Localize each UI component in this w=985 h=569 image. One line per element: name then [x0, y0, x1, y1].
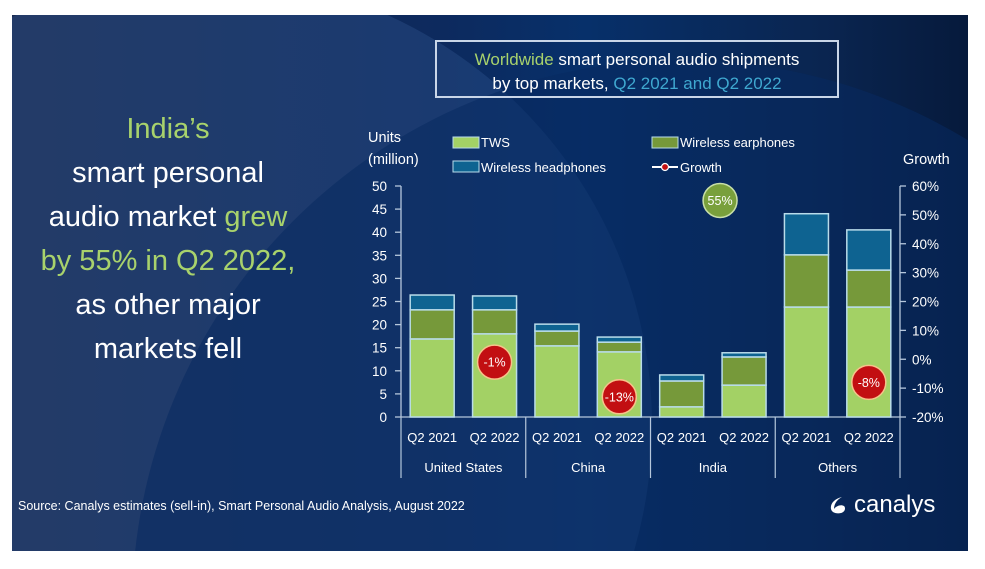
bar-segment-tws: [783, 306, 830, 418]
legend-swatch-headphones: [452, 160, 480, 173]
legend: TWS Wireless headphones Wireless earphon…: [452, 135, 795, 175]
growth-label: 55%: [708, 194, 733, 208]
headline-text: audio market: [48, 201, 225, 233]
legend-label-earphones: Wireless earphones: [680, 135, 795, 150]
y2-tick-label: 10%: [912, 323, 939, 338]
x-tick-label: Q2 2021: [782, 430, 832, 445]
source-note: Source: Canalys estimates (sell-in), Sma…: [18, 499, 465, 513]
y-axis-title-line: Units: [368, 130, 401, 146]
bar-segment-headphones: [534, 323, 580, 332]
x-tick-label: Q2 2021: [532, 430, 582, 445]
bar-segment-earphones: [534, 330, 580, 347]
y-tick-label: 35: [372, 248, 387, 263]
group-label: China: [571, 460, 606, 475]
y2-tick-label: 20%: [912, 295, 939, 310]
bar-segment-headphones: [846, 229, 892, 271]
x-tick-label: Q2 2022: [844, 430, 894, 445]
bar-segment-earphones: [409, 309, 455, 340]
y-tick-label: 45: [372, 202, 387, 217]
group-label: Others: [818, 460, 858, 475]
title-period: Q2 2021 and Q2 2022: [613, 74, 782, 93]
y-tick-label: 30: [372, 271, 387, 286]
y2-tick-label: -10%: [912, 381, 944, 396]
canalys-logo-text: canalys: [854, 491, 936, 518]
bar-segment-headphones: [658, 374, 705, 382]
bar-segment-tws: [658, 406, 705, 418]
bar-segment-earphones: [471, 309, 518, 335]
bar-segment-headphones: [409, 294, 455, 311]
y2-axis-title: Growth: [903, 152, 950, 168]
y2-tick-label: 30%: [912, 266, 939, 281]
bar-segment-tws: [534, 345, 580, 418]
headline-line: India’s: [126, 113, 210, 145]
legend-label-tws: TWS: [481, 135, 510, 150]
growth-marker: [601, 379, 638, 415]
y-tick-label: 15: [372, 341, 387, 356]
canalys-logo: canalys: [828, 491, 935, 519]
title-text: smart personal audio shipments: [553, 50, 800, 69]
y2-tick-label: 60%: [912, 179, 939, 194]
headline-highlight: grew: [224, 201, 288, 233]
title-highlight: Worldwide: [474, 50, 554, 69]
title-text: by top markets,: [492, 74, 614, 93]
growth-label: -13%: [605, 390, 634, 404]
x-tick-label: Q2 2022: [470, 430, 520, 445]
group-label: India: [699, 460, 728, 475]
growth-markers: -1% -13% 55% -8%: [476, 182, 887, 415]
bar-segment-earphones: [783, 254, 830, 308]
growth-marker: [851, 364, 887, 401]
chart-title-line: by top markets, Q2 2021 and Q2 2022: [437, 72, 837, 96]
bar-segment-tws: [846, 306, 892, 418]
y2-tick-label: -20%: [912, 410, 944, 425]
headline-line: smart personal: [72, 157, 264, 189]
bar-segment-earphones: [721, 356, 767, 386]
bar-segment-earphones: [846, 269, 892, 308]
group-label: United States: [424, 460, 503, 475]
bar-segment-headphones: [721, 352, 767, 358]
legend-marker-growth: [660, 162, 670, 172]
y-tick-label: 40: [372, 225, 387, 240]
legend-swatch-tws: [452, 136, 480, 149]
y-tick-label: 10: [372, 364, 387, 379]
y2-tick-label: 0%: [912, 352, 932, 367]
growth-marker: [476, 344, 513, 380]
y-tick-label: 0: [379, 410, 387, 425]
y-tick-label: 50: [372, 179, 387, 194]
y-tick-label: 25: [372, 295, 387, 310]
y-axis-title-line: (million): [368, 152, 419, 168]
headline-line: by 55% in Q2 2022,: [40, 245, 296, 277]
bar-segment-headphones: [471, 295, 518, 311]
legend-label-growth: Growth: [680, 160, 722, 175]
bar-segment-earphones: [658, 380, 705, 408]
y2-tick-label: 50%: [912, 208, 939, 223]
headline-line: markets fell: [93, 333, 243, 365]
chart-title-line: Worldwide smart personal audio shipments: [437, 48, 837, 72]
chart-title-box: Worldwide smart personal audio shipments…: [435, 40, 839, 98]
bar-segment-tws: [409, 338, 455, 418]
bar-segment-headphones: [783, 212, 830, 256]
y2-tick-label: 40%: [912, 237, 939, 252]
y-tick-label: 5: [379, 387, 387, 402]
y-tick-label: 20: [372, 318, 387, 333]
growth-label: -1%: [483, 356, 505, 370]
growth-label: -8%: [858, 376, 880, 390]
x-tick-label: Q2 2021: [657, 430, 707, 445]
x-axis-labels: Q2 2021 Q2 2022 Q2 2021 Q2 2022 Q2 2021 Q2 20…: [400, 417, 901, 478]
bar-segment-headphones: [596, 336, 643, 343]
x-tick-label: Q2 2022: [719, 430, 769, 445]
growth-marker: [702, 182, 738, 219]
x-tick-label: Q2 2021: [407, 430, 457, 445]
legend-label-headphones: Wireless headphones: [481, 160, 607, 175]
bar-segment-tws: [721, 384, 767, 418]
bar-segment-earphones: [596, 341, 643, 353]
canalys-logo-icon: [830, 497, 845, 514]
bars: [409, 212, 892, 418]
headline-line: audio market grew: [18, 195, 318, 239]
legend-swatch-earphones: [651, 136, 679, 149]
headline: India’s smart personal audio market grew…: [18, 107, 318, 371]
x-tick-label: Q2 2022: [594, 430, 644, 445]
headline-line: as other major: [75, 289, 261, 321]
